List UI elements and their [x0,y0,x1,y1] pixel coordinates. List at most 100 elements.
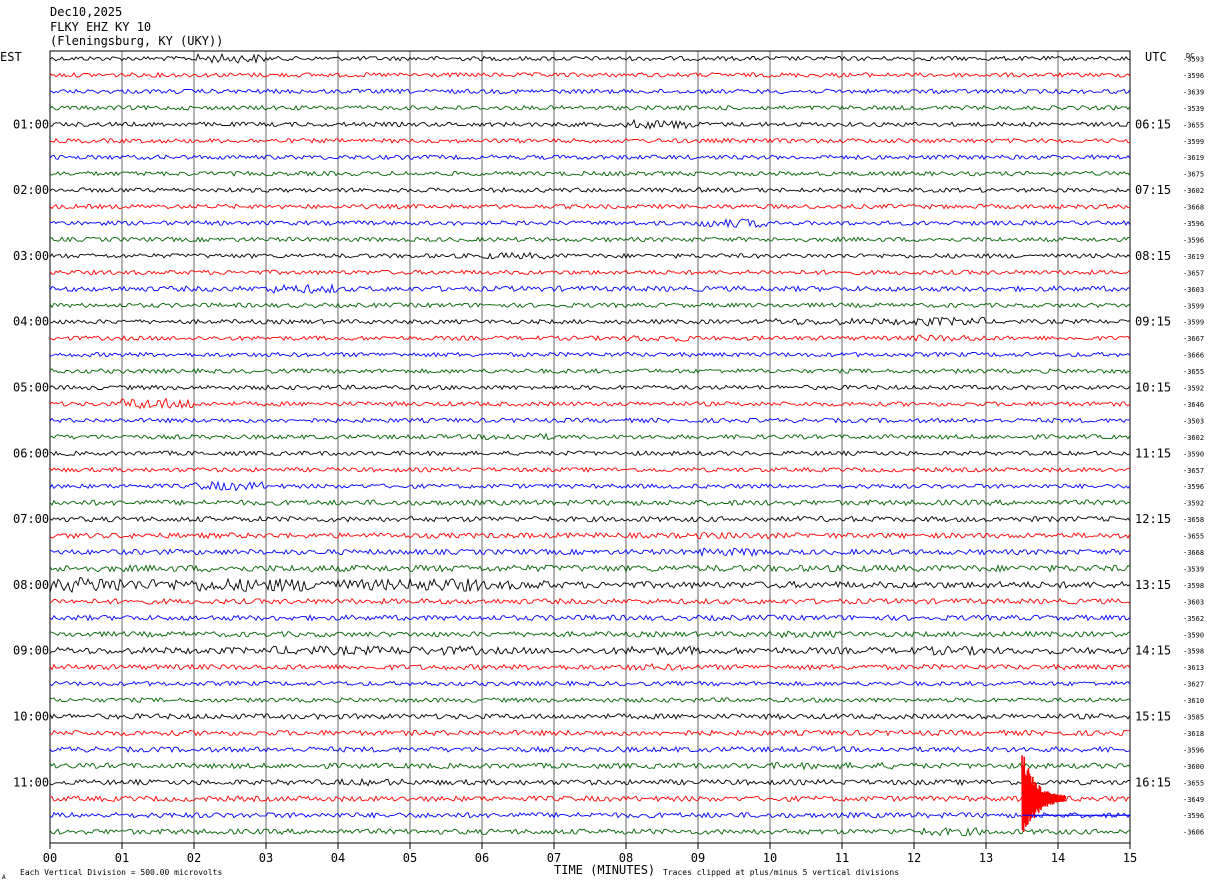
corner-mark: A [2,874,6,881]
x-tick-label: 07 [547,851,561,865]
left-hour-label: 03:00 [13,249,49,263]
trace-39 [49,680,1131,687]
right-hour-label: 15:15 [1135,710,1171,724]
dc-offset-label: -3613 [1183,664,1204,672]
x-tick-label: 15 [1123,851,1137,865]
trace-35 [49,614,1131,622]
header-station: FLKY EHZ KY 10 [50,20,151,34]
x-tick-label: 06 [475,851,489,865]
dc-offset-label: -3619 [1183,154,1204,162]
trace-18 [49,334,1131,343]
dc-offset-label: -3666 [1183,352,1204,360]
dc-offset-label: -3590 [1183,450,1204,458]
dc-offset-label: -3619 [1183,253,1204,261]
trace-38 [49,662,1131,672]
dc-offset-label: -3655 [1183,533,1204,541]
dc-offset-label: -3596 [1183,72,1204,80]
trace-16 [49,302,1131,309]
dc-offset-label: -3627 [1183,681,1204,689]
x-tick-label: 11 [835,851,849,865]
trace-7 [49,154,1131,161]
left-hour-labels: 01:00 02:00 03:00 04:00 05:00 06:00 07:00 08:00… [13,117,49,789]
minute-gridlines [121,51,1059,843]
trace-46 [49,795,1131,803]
left-hour-label: 01:00 [13,117,49,131]
dc-offset-label: -3598 [1183,582,1204,590]
x-tick-label: 02 [187,851,201,865]
trace-6 [49,137,1131,144]
footnote-right: Traces clipped at plus/minus 5 vertical … [663,868,899,877]
trace-2 [49,71,1131,78]
left-hour-label: 06:00 [13,446,49,460]
trace-10 [49,203,1130,210]
dc-offset-label: -3602 [1183,187,1204,195]
x-tick-label: 12 [907,851,921,865]
trace-22 [49,397,1131,410]
trace-33 [49,576,1131,593]
dc-offset-label: -3596 [1183,483,1204,491]
trace-4 [49,104,1131,111]
x-tick-label: 03 [259,851,273,865]
trace-1 [49,52,1131,65]
right-hour-label: 06:15 [1135,117,1171,131]
trace-34 [49,597,1131,605]
x-tick-label: 05 [403,851,417,865]
x-tick-label: 01 [115,851,129,865]
x-tick-label: 09 [691,851,705,865]
x-tick-label: 08 [619,851,633,865]
trace-41 [49,712,1131,721]
dc-offset-label: -3599 [1183,138,1204,146]
right-hour-labels: 06:15 07:15 08:15 09:15 10:15 11:15 12:15 13:15… [1135,117,1171,789]
right-hour-label: 07:15 [1135,183,1171,197]
trace-43 [49,745,1131,754]
dc-offset-label: -3655 [1183,368,1204,376]
left-hour-label: 08:00 [13,578,49,592]
right-hour-label: 11:15 [1135,446,1171,460]
right-hour-label: 08:15 [1135,249,1171,263]
trace-44 [49,761,1131,771]
trace-23 [49,417,1131,424]
trace-28 [49,499,1131,507]
trace-19 [49,351,1131,358]
left-hour-label: 10:00 [13,710,49,724]
header-date: Dec10,2025 [50,5,122,19]
dc-offset-label: -3668 [1183,204,1204,212]
trace-13 [49,251,1131,260]
trace-20 [49,367,1131,375]
right-hour-label: 12:15 [1135,512,1171,526]
dc-offset-label: -3599 [1183,319,1204,327]
trace-42 [49,729,1130,737]
dc-offset-label: -3675 [1183,171,1204,179]
trace-40 [49,696,1131,703]
left-timezone-label: EST [0,50,22,64]
dc-offset-label: -3592 [1183,500,1204,508]
event-markers [1021,755,1130,833]
trace-30 [49,531,1131,540]
right-hour-label: 13:15 [1135,578,1171,592]
trace-11 [49,218,1131,229]
dc-offset-label: -3668 [1183,549,1204,557]
dc-offset-label: -3610 [1183,697,1204,705]
dc-offset-label: -3606 [1183,829,1204,837]
event-waveform-1 [1021,755,1066,833]
trace-47 [49,811,1131,819]
right-hour-label: 16:15 [1135,775,1171,789]
dc-offset-label: -3593 [1183,56,1204,64]
dc-offset-label: -3602 [1183,434,1204,442]
dc-offset-label: -3618 [1183,730,1204,738]
dc-offset-label: -3655 [1183,121,1204,129]
dc-offset-label: -3657 [1183,269,1204,277]
x-tick-label: 14 [1051,851,1065,865]
x-tick-label: 04 [331,851,345,865]
left-hour-label: 04:00 [13,315,49,329]
right-timezone-label: UTC [1145,50,1167,64]
dc-offset-label: -3596 [1183,236,1204,244]
dc-offset-label: -3539 [1183,105,1204,113]
trace-27 [49,480,1131,492]
trace-48 [49,827,1131,837]
dc-offset-label: -3596 [1183,746,1204,754]
right-hour-label: 14:15 [1135,644,1171,658]
x-axis-ticks: 00 01 02 03 04 05 06 07 08 09 10 11 12 13 14 15 [43,843,1137,865]
dc-offset-label: -3585 [1183,714,1204,722]
